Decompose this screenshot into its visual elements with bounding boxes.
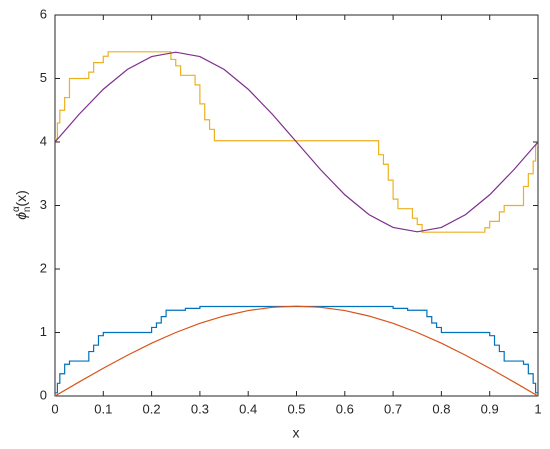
- y-tick-label: 6: [40, 6, 47, 21]
- x-tick-label: 0.2: [143, 401, 161, 416]
- y-tick-label: 0: [40, 387, 47, 402]
- y-tick-label: 3: [40, 197, 47, 212]
- x-tick-label: 0.7: [384, 401, 402, 416]
- series-line: [54, 51, 539, 233]
- y-label-sub: n: [22, 207, 33, 213]
- x-axis-label: x: [293, 425, 300, 441]
- y-tick-label: 1: [40, 324, 47, 339]
- x-tick-label: 0.3: [191, 401, 209, 416]
- x-tick-label: 0: [51, 401, 58, 416]
- y-tick-label: 2: [40, 260, 47, 275]
- axes-box: [54, 14, 539, 397]
- series-line: [55, 51, 538, 233]
- x-tick-label: 1: [534, 401, 541, 416]
- x-tick-label: 0.1: [94, 401, 112, 416]
- x-tick-label: 0.6: [336, 401, 354, 416]
- x-tick-label: 0.8: [432, 401, 450, 416]
- x-tick-label: 0.5: [287, 401, 305, 416]
- x-tick-label: 0.4: [239, 401, 257, 416]
- y-tick-label: 4: [40, 133, 47, 148]
- x-tick-label: 0.9: [481, 401, 499, 416]
- y-tick-label: 5: [40, 70, 47, 85]
- y-label-base: ϕ: [13, 212, 29, 220]
- y-label-arg: (x): [13, 190, 29, 206]
- y-axis-label: ϕαn(x): [11, 190, 33, 219]
- y-label-sup: α: [11, 206, 22, 212]
- series-line: [54, 305, 539, 397]
